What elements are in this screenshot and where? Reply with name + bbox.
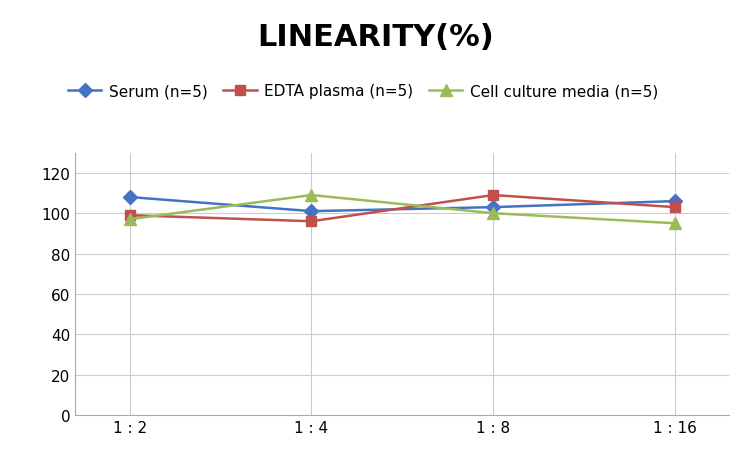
- EDTA plasma (n=5): [489, 193, 498, 198]
- Line: EDTA plasma (n=5): EDTA plasma (n=5): [125, 191, 680, 226]
- Text: LINEARITY(%): LINEARITY(%): [258, 23, 494, 51]
- Line: Cell culture media (n=5): Cell culture media (n=5): [124, 190, 681, 229]
- Line: Serum (n=5): Serum (n=5): [125, 193, 680, 216]
- Cell culture media (n=5): [671, 221, 680, 226]
- Legend: Serum (n=5), EDTA plasma (n=5), Cell culture media (n=5): Serum (n=5), EDTA plasma (n=5), Cell cul…: [68, 84, 658, 99]
- EDTA plasma (n=5): [307, 219, 316, 225]
- Cell culture media (n=5): [489, 211, 498, 216]
- EDTA plasma (n=5): [125, 213, 134, 218]
- Cell culture media (n=5): [307, 193, 316, 198]
- Cell culture media (n=5): [125, 217, 134, 222]
- Serum (n=5): [125, 195, 134, 200]
- Serum (n=5): [671, 199, 680, 204]
- EDTA plasma (n=5): [671, 205, 680, 210]
- Serum (n=5): [489, 205, 498, 210]
- Serum (n=5): [307, 209, 316, 214]
